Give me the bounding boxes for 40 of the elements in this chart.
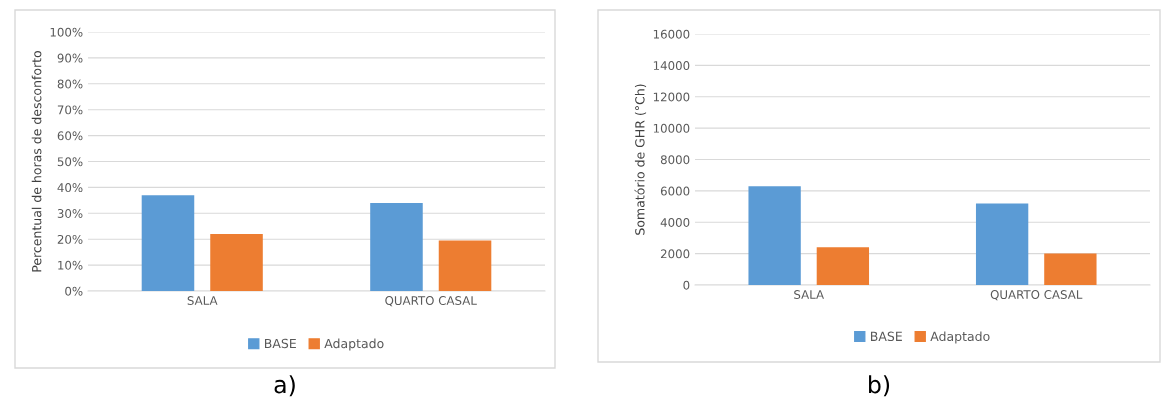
bar <box>975 203 1029 285</box>
text: b) <box>869 375 890 397</box>
y-tick-label: 100% <box>50 27 83 37</box>
y-tick-label: 10% <box>58 260 83 270</box>
y-tick-label: 8000 <box>660 155 690 165</box>
x-tick-label: SALA <box>794 290 825 299</box>
y-tick-label: 20% <box>57 234 83 244</box>
bar <box>141 195 195 291</box>
legend-label: Adaptado <box>324 338 384 351</box>
y-tick-label: 30% <box>57 209 83 218</box>
y-tick-label: 50% <box>57 157 83 167</box>
y-tick-label: 2000 <box>660 249 690 259</box>
y-tick-label: 0% <box>65 286 83 296</box>
legend-label: BASE <box>870 331 902 342</box>
legend-label: Adaptado <box>930 331 990 344</box>
x-tick-label: QUARTO CASAL <box>385 296 477 307</box>
bar <box>370 202 423 291</box>
text: a) <box>274 375 295 397</box>
y-tick-label: 10000 <box>653 123 690 133</box>
y-tick-label: 0 <box>683 280 690 290</box>
bar <box>816 247 870 285</box>
y-tick-label: 70% <box>57 105 83 115</box>
x-tick-label: SALA <box>187 296 218 305</box>
y-tick-label: 16000 <box>653 29 690 39</box>
y-tick-label: 80% <box>57 79 83 89</box>
bar <box>210 234 263 291</box>
y-tick-label: 12000 <box>653 92 690 102</box>
x-tick-label: QUARTO CASAL <box>990 290 1083 301</box>
bar <box>1044 253 1097 285</box>
y-tick-label: 40% <box>57 183 83 193</box>
y-axis-title: Somatório de GHR (°Ch) <box>634 84 647 235</box>
legend-label: BASE <box>264 338 296 349</box>
y-tick-label: 4000 <box>660 217 690 227</box>
y-tick-label: 60% <box>57 131 83 141</box>
y-tick-label: 14000 <box>653 61 690 71</box>
y-tick-label: 6000 <box>660 186 690 196</box>
bar <box>748 186 801 285</box>
bar <box>438 240 492 291</box>
y-tick-label: 90% <box>57 53 83 63</box>
y-axis-title: Percentual de horas de desconforto <box>31 50 42 272</box>
